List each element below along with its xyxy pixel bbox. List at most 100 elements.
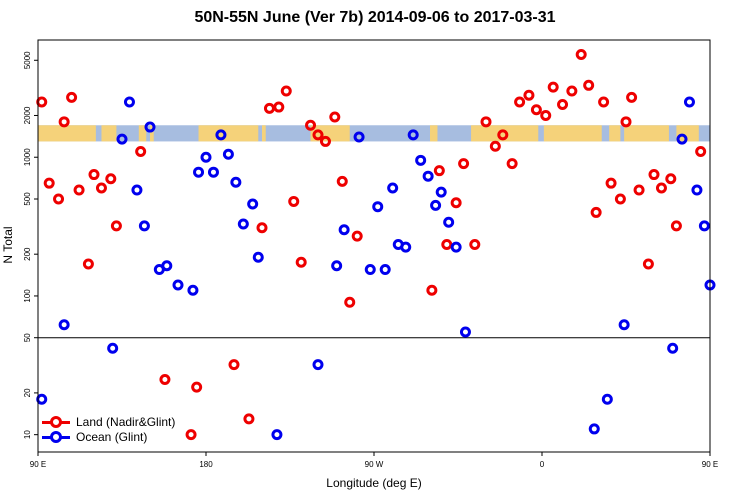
land-point: [191, 381, 203, 393]
land-point: [95, 182, 107, 194]
x-tick-label: 0: [540, 460, 545, 469]
ocean-point: [422, 170, 434, 182]
band-land-segment: [150, 125, 154, 142]
band-land-segment: [198, 125, 259, 142]
ocean-point: [36, 393, 48, 405]
land-point: [497, 129, 509, 141]
y-tick-label: 200: [23, 247, 32, 261]
land-point: [36, 96, 48, 108]
land-point: [280, 85, 292, 97]
land-point: [598, 96, 610, 108]
land-point: [648, 169, 660, 181]
land-point: [695, 145, 707, 157]
land-point: [344, 296, 356, 308]
ocean-point: [200, 151, 212, 163]
land-point: [185, 429, 197, 441]
y-axis-label: N Total: [1, 226, 15, 264]
land-point: [665, 173, 677, 185]
land-point: [605, 177, 617, 189]
band-land-segment: [676, 125, 699, 142]
band-land-segment: [262, 125, 266, 142]
land-point: [547, 81, 559, 93]
ocean-point: [123, 96, 135, 108]
y-tick-label: 1000: [23, 148, 32, 166]
x-tick-label: 90 W: [365, 460, 384, 469]
ocean-point: [353, 131, 365, 143]
ocean-point: [131, 184, 143, 196]
land-point: [620, 116, 632, 128]
ocean-point: [379, 264, 391, 276]
data-points-group: [36, 49, 716, 441]
x-tick-label: 90 E: [702, 460, 718, 469]
land-point: [426, 284, 438, 296]
ocean-point: [588, 423, 600, 435]
land-point: [88, 169, 100, 181]
ocean-point: [193, 166, 205, 178]
land-point: [583, 79, 595, 91]
land-point: [433, 165, 445, 177]
y-tick-label: 5000: [23, 51, 32, 69]
land-point: [575, 49, 587, 61]
ocean-point: [222, 148, 234, 160]
ocean-point: [161, 260, 173, 272]
land-point: [614, 193, 626, 205]
chart-title: 50N-55N June (Ver 7b) 2014-09-06 to 2017…: [194, 9, 556, 26]
band-land-segment: [624, 125, 669, 142]
ocean-point: [691, 184, 703, 196]
x-tick-label: 90 E: [30, 460, 46, 469]
land-point: [557, 98, 569, 110]
land-point: [263, 102, 275, 114]
ocean-point: [618, 319, 630, 331]
land-point: [73, 184, 85, 196]
band-land-segment: [101, 125, 117, 142]
land-point: [288, 195, 300, 207]
ocean-point: [271, 429, 283, 441]
land-point: [523, 89, 535, 101]
land-point: [514, 96, 526, 108]
ocean-point: [430, 199, 442, 211]
band-land-segment: [471, 125, 539, 142]
ocean-point: [676, 133, 688, 145]
land-point: [633, 184, 645, 196]
x-tick-label: 180: [199, 460, 213, 469]
land-point: [329, 111, 341, 123]
land-point: [670, 220, 682, 232]
land-point: [305, 119, 317, 131]
ocean-point: [172, 279, 184, 291]
ocean-point: [407, 129, 419, 141]
ocean-point: [698, 220, 710, 232]
ocean-point: [58, 319, 70, 331]
plot-frame: [37, 39, 711, 453]
y-tick-label: 10: [23, 430, 32, 439]
land-point: [319, 135, 331, 147]
land-point: [110, 220, 122, 232]
land-point: [243, 413, 255, 425]
band-land-segment: [38, 125, 96, 142]
legend-label-land: Land (Nadir&Glint): [76, 414, 176, 429]
legend-swatch-ocean: [42, 430, 70, 443]
ocean-point: [252, 251, 264, 263]
ocean-point: [247, 198, 259, 210]
legend-entry-land: Land (Nadir&Glint): [42, 414, 175, 429]
y-tick-label: 100: [23, 289, 32, 303]
ocean-point: [372, 201, 384, 213]
ocean-point: [415, 154, 427, 166]
land-point: [530, 104, 542, 116]
land-point: [82, 258, 94, 270]
land-point: [295, 256, 307, 268]
land-point: [626, 91, 638, 103]
land-point: [256, 222, 268, 234]
legend-label-ocean: Ocean (Glint): [76, 429, 148, 444]
land-point: [566, 85, 578, 97]
ocean-point: [387, 182, 399, 194]
land-point: [441, 238, 453, 250]
ocean-point: [138, 220, 150, 232]
ocean-point: [459, 326, 471, 338]
ocean-point: [230, 176, 242, 188]
band-land-segment: [609, 125, 621, 142]
data-coverage-band: [38, 125, 710, 142]
ocean-point: [683, 96, 695, 108]
y-tick-label: 50: [23, 333, 32, 342]
land-point: [312, 129, 324, 141]
ocean-point: [215, 129, 227, 141]
